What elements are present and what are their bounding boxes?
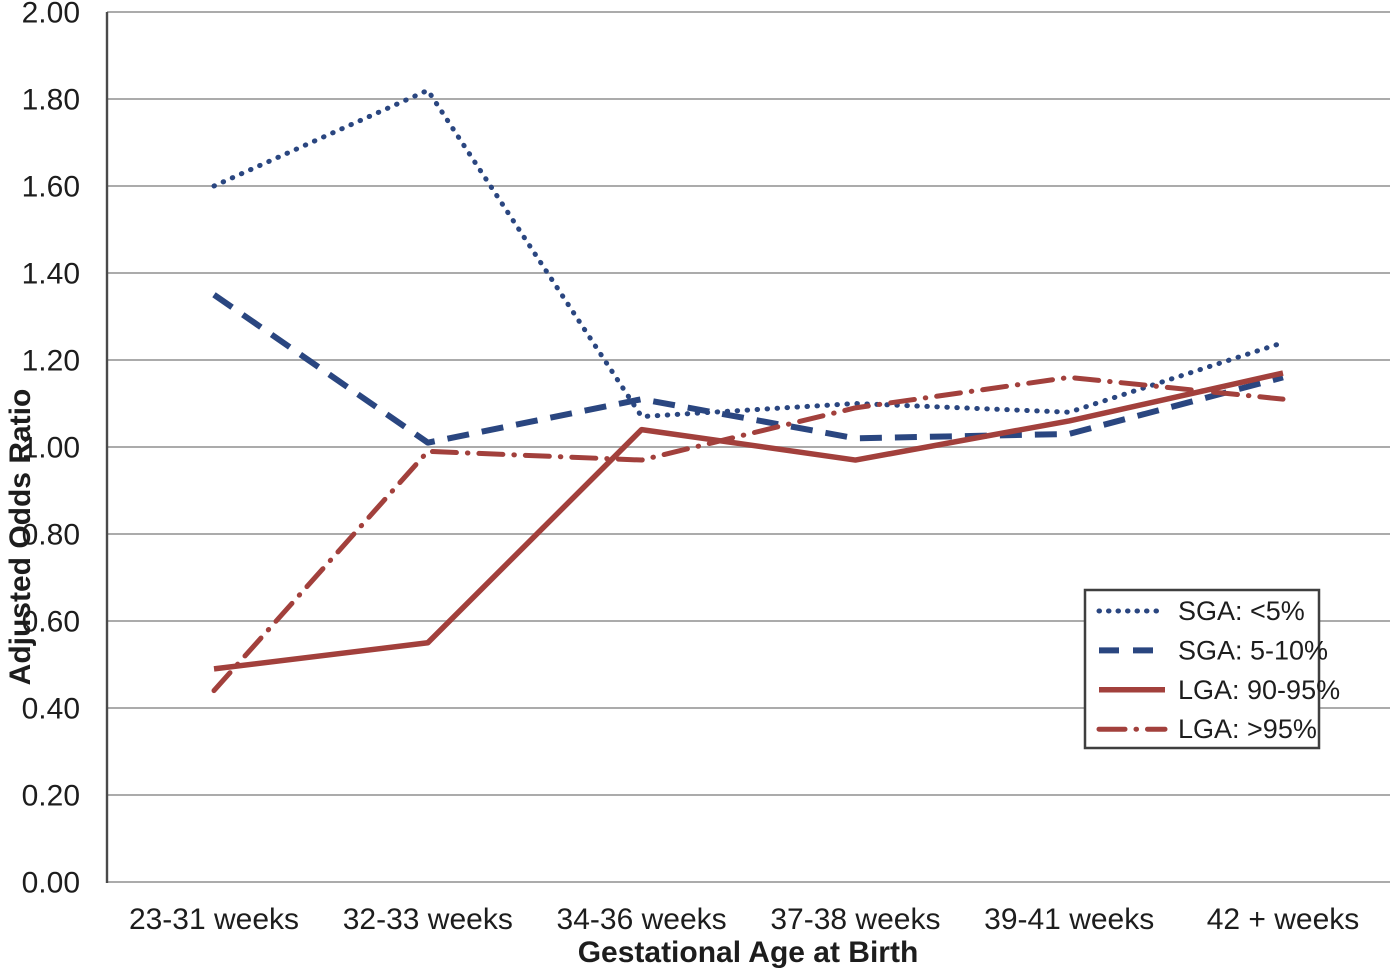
y-tick-label: 0.40 (22, 693, 80, 726)
legend-label: LGA: >95% (1178, 714, 1317, 744)
y-tick-label: 1.60 (22, 171, 80, 204)
y-tick-label: 2.00 (22, 0, 80, 30)
legend-label: SGA: <5% (1178, 596, 1305, 626)
series-layer (211, 87, 1286, 694)
y-tick-label: 0.80 (22, 519, 80, 552)
y-axis-title: Adjusted Odds Ratio (4, 389, 37, 686)
y-tick-label: 1.40 (22, 258, 80, 291)
y-tick-label: 1.20 (22, 345, 80, 378)
y-tick-label: 0.60 (22, 606, 80, 639)
x-tick-label: 32-33 weeks (343, 903, 513, 936)
x-tick-label: 39-41 weeks (984, 903, 1154, 936)
legend-label: SGA: 5-10% (1178, 635, 1328, 665)
series-line-dashed (212, 292, 1284, 446)
y-tick-label: 0.00 (22, 867, 80, 900)
legend: SGA: <5% SGA: 5-10% LGA: 90-95% LGA: >95% (1083, 588, 1340, 750)
x-tick-label: 42 + weeks (1207, 903, 1360, 936)
series-line-solid (213, 370, 1284, 672)
series-line-dashdot (211, 374, 1286, 694)
series-line-dotted (211, 87, 1286, 420)
label-layer: 0.00 0.20 0.40 0.60 0.80 1.00 1.20 1.40 1.60 1.80… (22, 0, 1360, 936)
x-tick-label: 34-36 weeks (557, 903, 727, 936)
legend-box (1083, 588, 1321, 750)
y-tick-label: 0.20 (22, 780, 80, 813)
x-tick-label: 37-38 weeks (770, 903, 940, 936)
x-axis-title: Gestational Age at Birth (578, 936, 919, 968)
legend-label: LGA: 90-95% (1178, 675, 1340, 705)
y-tick-label: 1.80 (22, 84, 80, 117)
x-tick-label: 23-31 weeks (129, 903, 299, 936)
y-tick-label: 1.00 (22, 432, 80, 465)
